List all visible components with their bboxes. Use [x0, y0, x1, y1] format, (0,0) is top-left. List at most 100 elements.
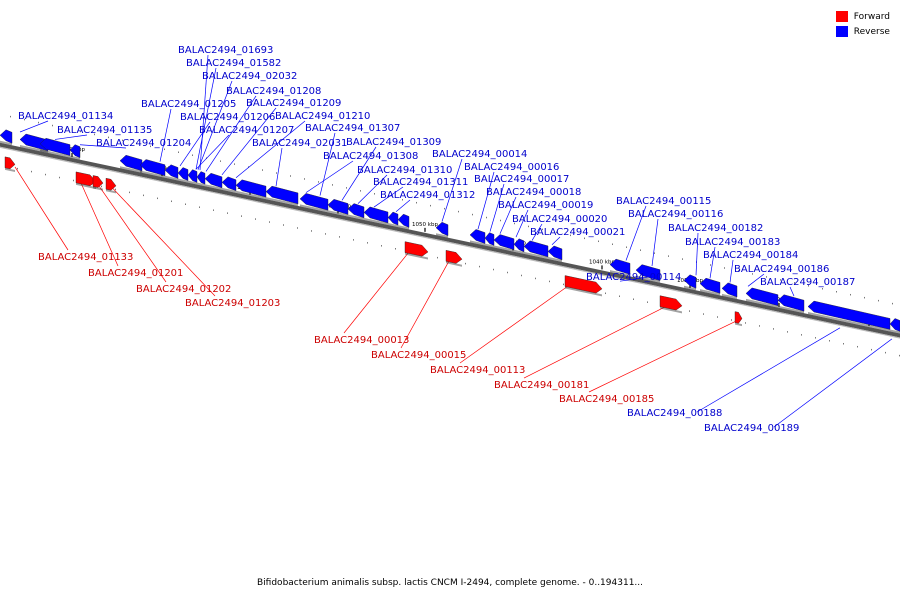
upper-strand-dot	[556, 231, 557, 234]
reverse-gene-label: BALAC2494_01209	[246, 98, 341, 109]
upper-strand-dot	[430, 204, 431, 207]
lower-strand-dot	[731, 319, 732, 321]
reverse-leader-line	[789, 286, 795, 297]
upper-strand-dot	[24, 118, 25, 121]
reverse-gene-arrow	[635, 264, 661, 281]
forward-gene-label: BALAC2494_01201	[88, 268, 183, 279]
lower-strand-dot	[745, 322, 746, 324]
reverse-gene-label: BALAC2494_00014	[432, 149, 527, 160]
upper-strand-dot	[290, 175, 291, 177]
upper-strand-dot	[234, 163, 235, 165]
reverse-gene-label: BALAC2494_01134	[18, 111, 113, 122]
reverse-gene-arrow	[547, 245, 563, 261]
reverse-gene-arrow-shadow	[684, 285, 696, 291]
reverse-leader-line	[515, 209, 529, 238]
forward-gene-arrow	[4, 156, 16, 170]
reverse-gene-label: BALAC2494_00183	[685, 237, 780, 248]
forward-gene-arrow-shadow	[405, 252, 428, 260]
reverse-gene-arrow-shadow	[20, 145, 48, 153]
upper-strand-dot	[514, 222, 515, 225]
reverse-leader-line	[221, 107, 277, 176]
lower-strand-dot	[101, 185, 102, 188]
reverse-leader-line	[489, 183, 505, 232]
upper-strand-dot	[220, 160, 221, 162]
reverse-leader-line	[651, 218, 659, 267]
lower-strand-dot	[339, 236, 340, 238]
lower-strand-dot	[227, 212, 228, 214]
map-caption: Bifidobacterium animalis subsp. lactis C…	[257, 578, 643, 588]
reverse-gene-arrow-shadow	[470, 240, 485, 246]
upper-strand-dot	[640, 249, 641, 251]
reverse-leader-line	[373, 186, 404, 208]
reverse-leader-line	[319, 132, 336, 196]
upper-strand-dot	[542, 228, 543, 231]
upper-strand-dot	[864, 296, 865, 299]
reverse-leader-line	[199, 54, 209, 171]
reverse-gene-arrow-shadow	[188, 180, 197, 185]
reverse-gene-arrow-shadow	[165, 175, 178, 181]
lower-strand-dot	[843, 342, 844, 345]
reverse-gene-label: BALAC2494_01208	[226, 86, 321, 97]
reverse-gene-label: BALAC2494_00188	[627, 408, 722, 419]
upper-strand-dot	[528, 225, 529, 228]
forward-leader-line	[459, 284, 571, 364]
upper-strand-dot	[108, 136, 109, 139]
lower-strand-dot	[703, 313, 704, 315]
reverse-gene-arrow-shadow	[778, 305, 804, 314]
upper-strand-dot	[612, 243, 613, 246]
lower-strand-dot	[171, 200, 172, 203]
reverse-leader-line	[695, 232, 699, 276]
reverse-gene-label: BALAC2494_00017	[474, 174, 569, 185]
upper-strand-dot	[710, 264, 711, 266]
reverse-leader-line	[205, 95, 257, 172]
strand-dots	[10, 115, 900, 357]
reverse-leader-line	[19, 120, 49, 133]
lower-strand-dot	[381, 245, 382, 247]
reverse-leader-line	[79, 144, 127, 149]
forward-gene-label: BALAC2494_00013	[314, 335, 409, 346]
reverse-gene-label: BALAC2494_00187	[760, 277, 855, 288]
forward-gene-arrow-shadow	[565, 286, 602, 297]
lower-strand-dot	[199, 206, 200, 208]
forward-leader-line	[79, 180, 119, 267]
reverse-leader-line	[625, 205, 647, 261]
lower-strand-dot	[157, 197, 158, 200]
reverse-gene-arrow-shadow	[364, 217, 388, 226]
forward-swatch	[835, 11, 848, 22]
lower-strand-dot	[283, 224, 284, 226]
reverse-gene-label: BALAC2494_00020	[512, 214, 607, 225]
upper-strand-dot	[178, 151, 179, 153]
reverse-gene-label: BALAC2494_01205	[141, 99, 236, 110]
upper-strand-dot	[52, 124, 53, 127]
upper-strand-dot	[626, 246, 627, 248]
upper-strand-dot	[80, 130, 81, 133]
upper-strand-dot	[878, 299, 879, 302]
reverse-leader-line	[531, 223, 543, 241]
lower-strand-dot	[73, 179, 74, 182]
lower-strand-dot	[829, 340, 830, 342]
forward-leader-line	[400, 258, 451, 349]
lower-strand-dot	[563, 283, 564, 286]
lower-strand-dot	[871, 348, 872, 351]
forward-leader-line	[14, 166, 69, 251]
reverse-gene-arrow	[777, 294, 805, 312]
lower-strand-dot	[297, 227, 298, 229]
lower-strand-dot	[773, 328, 774, 330]
upper-strand-dot	[654, 252, 655, 254]
lower-strand-dot	[815, 337, 816, 339]
upper-strand-dot	[332, 184, 333, 186]
forward-gene-arrow	[105, 177, 117, 191]
reverse-gene-label: BALAC2494_01307	[305, 123, 400, 134]
upper-strand-dot	[892, 302, 893, 305]
upper-strand-dot	[738, 270, 739, 272]
lower-strand-dot	[185, 203, 186, 205]
forward-gene-label: BALAC2494_00185	[559, 394, 654, 405]
upper-strand-dot	[360, 190, 361, 192]
lower-strand-dot	[353, 239, 354, 241]
lower-strand-dot	[437, 256, 438, 259]
reverse-gene-label: BALAC2494_00182	[668, 223, 763, 234]
lower-strand-dot	[801, 334, 802, 336]
lower-strand-dot	[143, 194, 144, 197]
upper-strand-dot	[486, 216, 487, 219]
lower-strand-dot	[115, 188, 116, 191]
